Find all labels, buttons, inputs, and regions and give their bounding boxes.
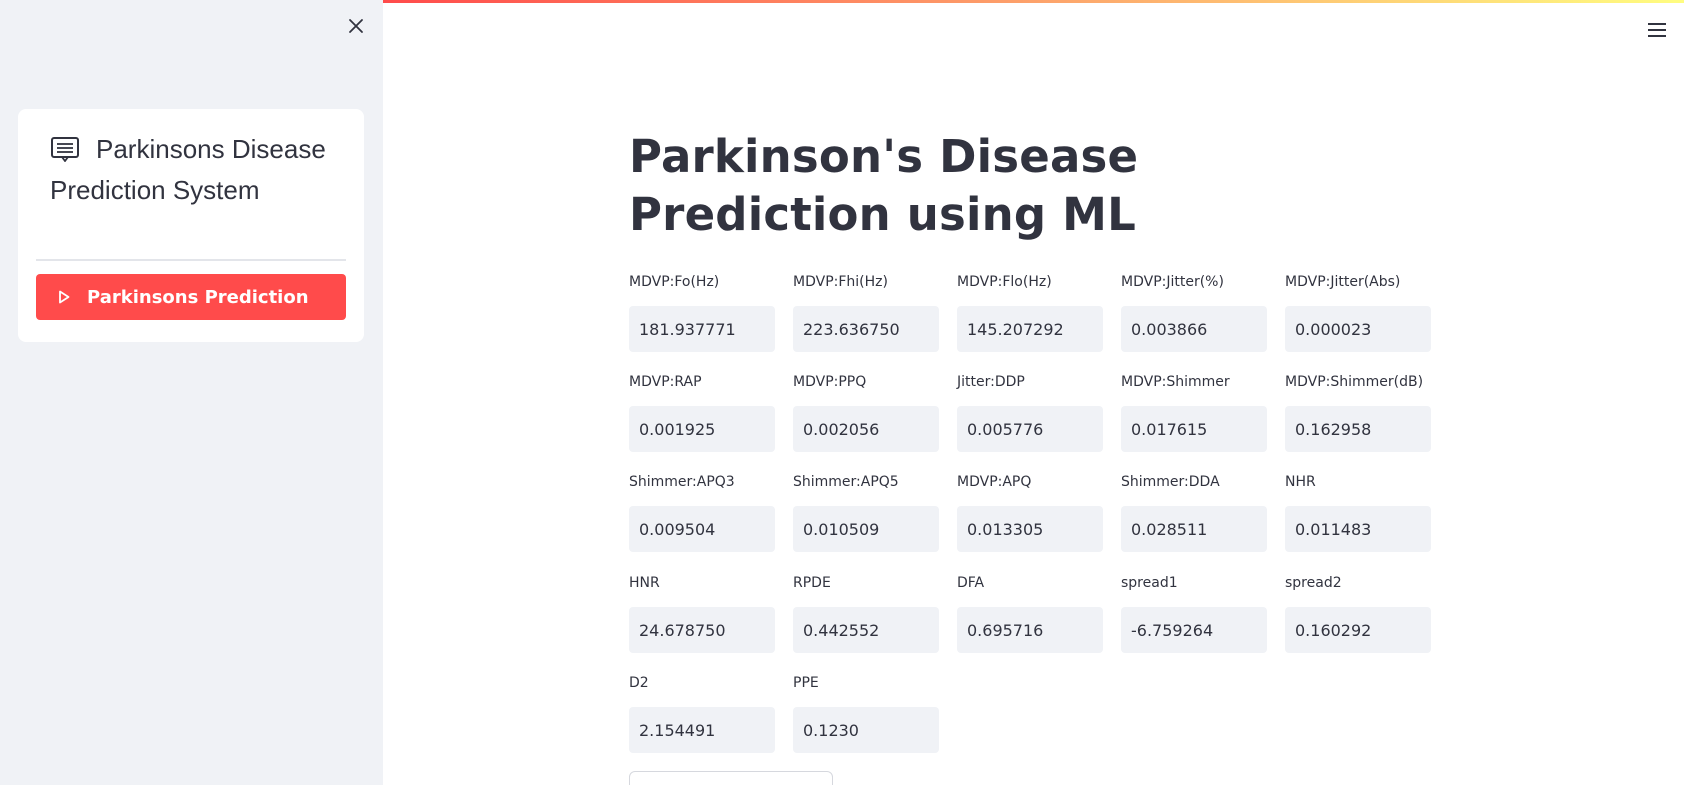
text-input[interactable]: 2.154491 bbox=[629, 707, 775, 753]
text-input[interactable]: 0.003866 bbox=[1121, 306, 1267, 352]
top-decoration-bar bbox=[383, 0, 1684, 3]
field-spread1: spread1 -6.759264 bbox=[1121, 573, 1267, 653]
play-icon bbox=[59, 290, 70, 304]
submit-button[interactable] bbox=[629, 771, 833, 785]
text-input[interactable]: 0.017615 bbox=[1121, 406, 1267, 452]
field-label: NHR bbox=[1285, 474, 1316, 490]
text-input[interactable]: 0.000023 bbox=[1285, 306, 1431, 352]
sidebar: Parkinsons Disease Prediction System Par… bbox=[0, 0, 383, 785]
field-rpde: RPDE 0.442552 bbox=[793, 573, 939, 653]
field-spread2: spread2 0.160292 bbox=[1285, 573, 1431, 653]
menu-divider bbox=[36, 259, 346, 261]
field-label: MDVP:Jitter(Abs) bbox=[1285, 274, 1401, 290]
text-input[interactable]: -6.759264 bbox=[1121, 607, 1267, 653]
field-label: spread1 bbox=[1121, 575, 1178, 591]
field-label: Shimmer:APQ5 bbox=[793, 474, 899, 490]
text-input[interactable]: 0.011483 bbox=[1285, 506, 1431, 552]
field-label: DFA bbox=[957, 575, 985, 591]
text-input[interactable]: 0.001925 bbox=[629, 406, 775, 452]
text-input[interactable]: 0.028511 bbox=[1121, 506, 1267, 552]
main-menu-button[interactable] bbox=[1647, 22, 1667, 38]
hamburger-menu-icon bbox=[1648, 23, 1666, 37]
field-label: MDVP:Fhi(Hz) bbox=[793, 274, 888, 290]
option-menu: Parkinsons Disease Prediction System Par… bbox=[18, 109, 364, 342]
field-mdvp-fo: MDVP:Fo(Hz) 181.937771 bbox=[629, 272, 775, 352]
page-title: Parkinson's Disease Prediction using ML bbox=[629, 130, 1139, 241]
field-label: MDVP:Jitter(%) bbox=[1121, 274, 1224, 290]
field-label: Shimmer:DDA bbox=[1121, 474, 1220, 490]
field-jitter-ddp: Jitter:DDP 0.005776 bbox=[957, 372, 1103, 452]
text-input[interactable]: 145.207292 bbox=[957, 306, 1103, 352]
field-dfa: DFA 0.695716 bbox=[957, 573, 1103, 653]
menu-title-text: Parkinsons Disease Prediction System bbox=[50, 134, 326, 205]
field-shimmer-dda: Shimmer:DDA 0.028511 bbox=[1121, 472, 1267, 552]
field-label: Jitter:DDP bbox=[957, 374, 1025, 390]
text-input[interactable]: 0.1230 bbox=[793, 707, 939, 753]
field-label: PPE bbox=[793, 675, 819, 691]
close-icon bbox=[349, 19, 363, 33]
text-input[interactable]: 0.160292 bbox=[1285, 607, 1431, 653]
field-mdvp-flo: MDVP:Flo(Hz) 145.207292 bbox=[957, 272, 1103, 352]
close-sidebar-button[interactable] bbox=[346, 16, 366, 36]
text-input[interactable]: 0.695716 bbox=[957, 607, 1103, 653]
text-input[interactable]: 0.009504 bbox=[629, 506, 775, 552]
field-label: MDVP:Flo(Hz) bbox=[957, 274, 1052, 290]
menu-item-label: Parkinsons Prediction bbox=[87, 286, 309, 308]
text-input[interactable]: 24.678750 bbox=[629, 607, 775, 653]
field-label: Shimmer:APQ3 bbox=[629, 474, 735, 490]
field-hnr: HNR 24.678750 bbox=[629, 573, 775, 653]
field-label: MDVP:Fo(Hz) bbox=[629, 274, 720, 290]
field-mdvp-jitter-abs: MDVP:Jitter(Abs) 0.000023 bbox=[1285, 272, 1431, 352]
text-input[interactable]: 0.010509 bbox=[793, 506, 939, 552]
field-mdvp-apq: MDVP:APQ 0.013305 bbox=[957, 472, 1103, 552]
field-mdvp-shimmer: MDVP:Shimmer 0.017615 bbox=[1121, 372, 1267, 452]
field-label: D2 bbox=[629, 675, 649, 691]
field-mdvp-jitter-percent: MDVP:Jitter(%) 0.003866 bbox=[1121, 272, 1267, 352]
field-shimmer-apq5: Shimmer:APQ5 0.010509 bbox=[793, 472, 939, 552]
text-input[interactable]: 223.636750 bbox=[793, 306, 939, 352]
text-input[interactable]: 0.002056 bbox=[793, 406, 939, 452]
text-input[interactable]: 181.937771 bbox=[629, 306, 775, 352]
field-label: MDVP:RAP bbox=[629, 374, 702, 390]
field-mdvp-fhi: MDVP:Fhi(Hz) 223.636750 bbox=[793, 272, 939, 352]
text-input[interactable]: 0.013305 bbox=[957, 506, 1103, 552]
field-label: spread2 bbox=[1285, 575, 1342, 591]
field-d2: D2 2.154491 bbox=[629, 673, 775, 753]
menu-title: Parkinsons Disease Prediction System bbox=[50, 129, 350, 211]
field-mdvp-ppq: MDVP:PPQ 0.002056 bbox=[793, 372, 939, 452]
field-ppe: PPE 0.1230 bbox=[793, 673, 939, 753]
field-label: MDVP:Shimmer bbox=[1121, 374, 1230, 390]
field-mdvp-rap: MDVP:RAP 0.001925 bbox=[629, 372, 775, 452]
text-input[interactable]: 0.162958 bbox=[1285, 406, 1431, 452]
field-label: MDVP:PPQ bbox=[793, 374, 867, 390]
field-mdvp-shimmer-db: MDVP:Shimmer(dB) 0.162958 bbox=[1285, 372, 1431, 452]
field-label: MDVP:Shimmer(dB) bbox=[1285, 374, 1424, 390]
text-input[interactable]: 0.005776 bbox=[957, 406, 1103, 452]
field-label: HNR bbox=[629, 575, 660, 591]
field-label: MDVP:APQ bbox=[957, 474, 1032, 490]
text-input[interactable]: 0.442552 bbox=[793, 607, 939, 653]
menu-item-parkinsons-prediction[interactable]: Parkinsons Prediction bbox=[36, 274, 346, 320]
list-alt-icon bbox=[51, 137, 79, 162]
field-label: RPDE bbox=[793, 575, 831, 591]
field-nhr: NHR 0.011483 bbox=[1285, 472, 1431, 552]
field-shimmer-apq3: Shimmer:APQ3 0.009504 bbox=[629, 472, 775, 552]
